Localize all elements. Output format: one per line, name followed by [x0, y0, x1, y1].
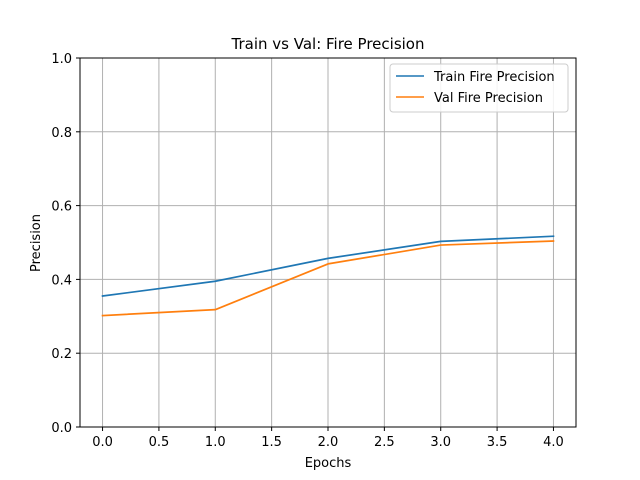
y-tick-label: 0.4	[51, 273, 72, 288]
y-tick-label: 0.8	[51, 126, 72, 141]
legend-label-train: Train Fire Precision	[433, 70, 555, 85]
y-axis-ticks: 0.0 0.2 0.4 0.6 0.8 1.0	[51, 52, 80, 436]
y-tick-label: 0.2	[51, 347, 72, 362]
x-tick-label: 0.5	[149, 435, 170, 450]
y-tick-label: 0.0	[51, 421, 72, 436]
x-axis-label: Epochs	[305, 456, 352, 471]
series-line-train	[101, 235, 555, 297]
x-tick-label: 1.5	[261, 435, 282, 450]
y-tick-label: 0.6	[51, 200, 72, 215]
x-tick-label: 2.0	[318, 435, 339, 450]
legend-label-val: Val Fire Precision	[434, 91, 543, 106]
x-tick-label: 1.0	[205, 435, 226, 450]
y-axis-label: Precision	[29, 214, 44, 272]
x-tick-label: 2.5	[374, 435, 395, 450]
legend-frame	[389, 63, 569, 113]
x-axis-ticks: 0.0 0.5 1.0 1.5 2.0 2.5 3.0 3.5 4.0	[92, 427, 564, 450]
x-tick-label: 0.0	[92, 435, 113, 450]
x-tick-label: 4.0	[543, 435, 564, 450]
series-line-val	[101, 240, 555, 317]
series-lines	[101, 235, 555, 317]
chart-title: Train vs Val: Fire Precision	[231, 35, 425, 53]
x-tick-label: 3.0	[430, 435, 451, 450]
x-tick-label: 3.5	[487, 435, 508, 450]
y-tick-label: 1.0	[51, 52, 72, 67]
legend: Train Fire Precision Val Fire Precision	[389, 63, 569, 113]
